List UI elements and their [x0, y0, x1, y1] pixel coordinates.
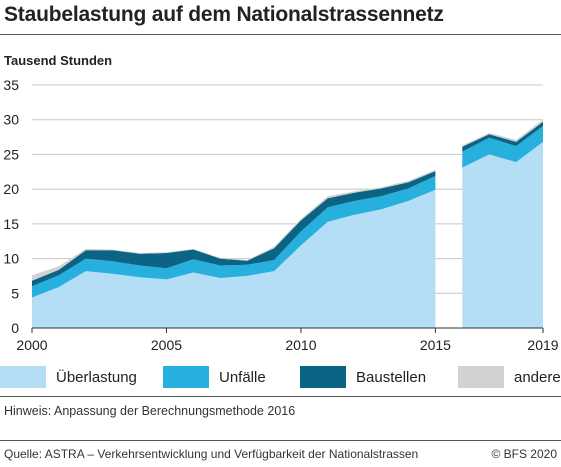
- area-baustellen-segment-1: [32, 171, 436, 287]
- x-tick-label: 2005: [151, 337, 182, 353]
- y-tick-label: 35: [3, 77, 19, 93]
- stacked-area-chart: 0 5 10 15 20 25 30 35 2000 2005 2010 2015 2019: [3, 77, 558, 353]
- area-ueberlastung-segment-2: [462, 141, 543, 328]
- legend-item-baustellen: Baustellen: [300, 366, 426, 388]
- legend-swatch-unfaelle: [163, 366, 209, 388]
- y-tick-label: 30: [3, 112, 19, 128]
- x-tick-label: 2000: [16, 337, 47, 353]
- x-tick-label: 2010: [285, 337, 316, 353]
- area-unfaelle-segment-2: [462, 126, 543, 168]
- legend-item-ueberlastung: Überlastung: [0, 366, 137, 388]
- source-text: Quelle: ASTRA – Verkehrsentwicklung und …: [4, 447, 419, 461]
- area-unfaelle-segment-1: [32, 176, 436, 298]
- legend-label-ueberlastung: Überlastung: [56, 368, 137, 386]
- y-tick-label: 0: [11, 320, 19, 336]
- area-anderes-segment-2: [462, 119, 543, 147]
- title-rule: [0, 34, 561, 35]
- method-note: Hinweis: Anpassung der Berechnungsmethod…: [4, 404, 296, 418]
- y-tick-label: 15: [3, 216, 19, 232]
- legend-item-unfaelle: Unfälle: [163, 366, 266, 388]
- legend-item-anderes: anderes: [458, 366, 561, 388]
- y-tick-label: 20: [3, 181, 19, 197]
- chart-legend: Überlastung Unfälle Baustellen anderes: [0, 366, 561, 392]
- x-tick-label: 2015: [420, 337, 451, 353]
- chart-title: Staubelastung auf dem Nationalstrassenne…: [4, 3, 444, 26]
- legend-rule: [0, 396, 561, 397]
- legend-swatch-anderes: [458, 366, 504, 388]
- x-tick-label: 2019: [527, 337, 558, 353]
- footer-rule: [0, 440, 561, 441]
- copyright-text: © BFS 2020: [491, 447, 557, 461]
- y-tick-label: 10: [3, 251, 19, 267]
- legend-swatch-baustellen: [300, 366, 346, 388]
- area-baustellen-segment-2: [462, 121, 543, 152]
- y-tick-label: 25: [3, 146, 19, 162]
- legend-label-anderes: anderes: [514, 368, 561, 386]
- legend-label-baustellen: Baustellen: [356, 368, 427, 386]
- legend-swatch-ueberlastung: [0, 366, 46, 388]
- y-tick-label: 5: [11, 285, 19, 301]
- legend-label-unfaelle: Unfälle: [219, 368, 266, 386]
- y-axis-label: Tausend Stunden: [4, 53, 113, 68]
- area-ueberlastung-segment-1: [32, 189, 436, 328]
